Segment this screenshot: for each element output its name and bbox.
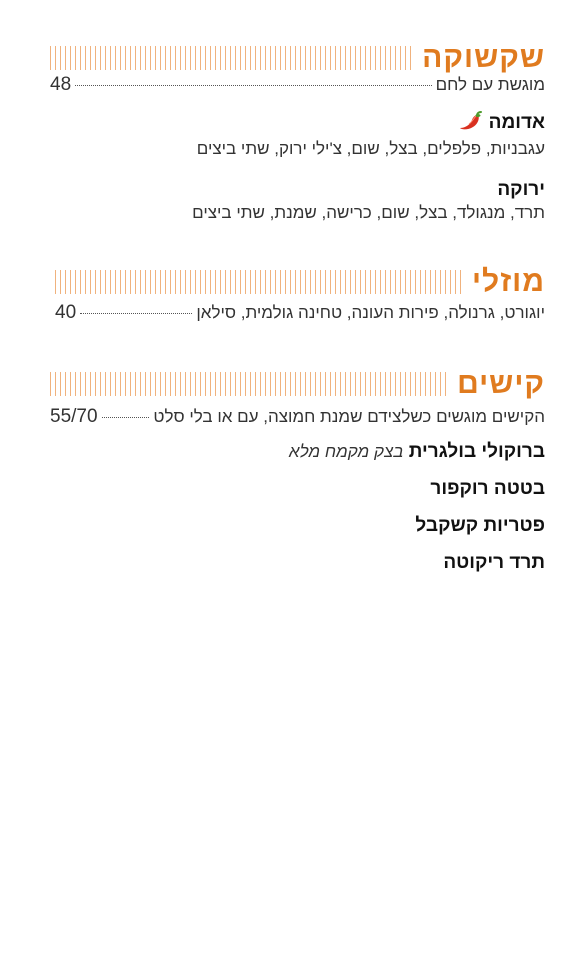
menu-item: ירוקה bbox=[50, 178, 545, 202]
item-name: ברוקולי בולגרית bbox=[408, 441, 545, 462]
menu-item: פטריות קשקבל bbox=[415, 515, 545, 536]
price-row: הקישים מוגשים כשלצידם שמנת חמוצה, עם או … bbox=[50, 406, 545, 428]
section-title: שקשוקה bbox=[422, 41, 545, 74]
item-description: תרד, מנגולד, בצל, שום, כרישה, שמנת, שתי … bbox=[192, 203, 545, 222]
section-header: קישים bbox=[50, 366, 545, 402]
price-row: יוגורט, גרנולה, פירות העונה, טחינה גולמי… bbox=[55, 302, 545, 324]
price: 48 bbox=[50, 74, 72, 95]
item-name: ירוקה bbox=[497, 179, 545, 200]
dot-leader bbox=[101, 417, 150, 418]
item-description: עגבניות, פלפלים, בצל, שום, צ'ילי ירוק, ש… bbox=[196, 139, 545, 158]
section-quiches: קישים הקישים מוגשים כשלצידם שמנת חמוצה, … bbox=[50, 366, 545, 575]
menu-item: אדומה bbox=[50, 111, 545, 138]
menu-item: תרד ריקוטה bbox=[443, 552, 545, 573]
section-note: מוגשת עם לחם bbox=[435, 75, 545, 94]
section-title: קישים bbox=[457, 367, 545, 400]
dot-leader bbox=[75, 85, 432, 86]
section-muesli: מוזלי יוגורט, גרנולה, פירות העונה, טחינה… bbox=[55, 264, 545, 324]
menu-item: ברוקולי בולגרית בצק מקמח מלא bbox=[50, 440, 545, 464]
item-subnote: בצק מקמח מלא bbox=[288, 442, 404, 461]
section-note: הקישים מוגשים כשלצידם שמנת חמוצה, עם או … bbox=[153, 407, 545, 426]
item-name: אדומה bbox=[488, 112, 545, 133]
chili-pepper-icon bbox=[459, 111, 483, 138]
decorative-stripes bbox=[50, 46, 416, 70]
price-row: מוגשת עם לחם 48 bbox=[50, 74, 545, 96]
section-title: מוזלי bbox=[472, 265, 545, 298]
decorative-stripes bbox=[55, 270, 465, 294]
price: 55/70 bbox=[50, 406, 98, 427]
decorative-stripes bbox=[50, 372, 451, 396]
section-shakshuka: שקשוקה מוגשת עם לחם 48 אדומה עגבניות, פל… bbox=[50, 40, 545, 224]
price: 40 bbox=[55, 302, 77, 323]
dot-leader bbox=[80, 313, 193, 314]
section-note: יוגורט, גרנולה, פירות העונה, טחינה גולמי… bbox=[196, 303, 545, 322]
menu-item: בטטה רוקפור bbox=[430, 478, 545, 499]
section-header: שקשוקה bbox=[50, 40, 545, 76]
section-header: מוזלי bbox=[55, 264, 545, 300]
